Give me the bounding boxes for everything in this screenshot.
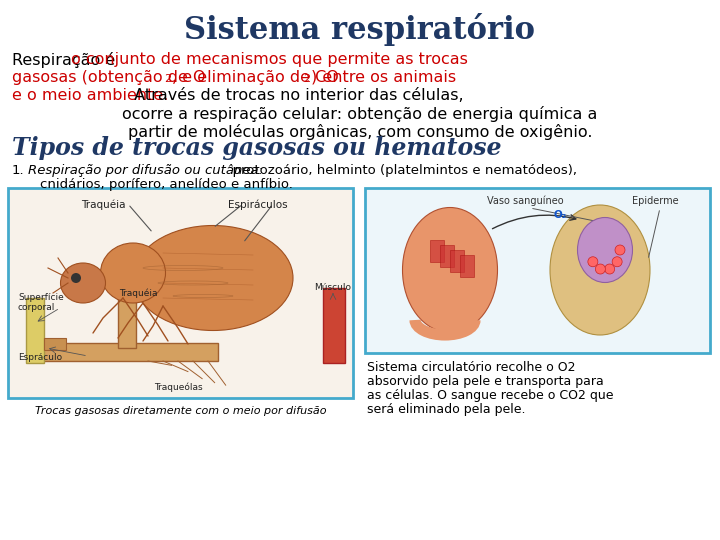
Ellipse shape (402, 207, 498, 333)
Text: Através de trocas no interior das células,: Através de trocas no interior das célula… (129, 88, 464, 103)
Ellipse shape (577, 218, 632, 282)
Text: Traqueólas: Traqueólas (153, 383, 202, 393)
Text: Traquéia: Traquéia (81, 200, 125, 211)
Circle shape (595, 264, 606, 274)
Bar (118, 293, 136, 348)
Text: Superfície
corporal: Superfície corporal (18, 293, 64, 313)
Text: Tipos de trocas gasosas ou hematose: Tipos de trocas gasosas ou hematose (12, 136, 502, 160)
Ellipse shape (133, 226, 293, 330)
Circle shape (588, 256, 598, 267)
Text: Trocas gasosas diretamente com o meio por difusão: Trocas gasosas diretamente com o meio po… (35, 406, 326, 416)
Text: 1.: 1. (12, 164, 24, 177)
Text: Espiráculos: Espiráculos (228, 200, 288, 211)
Text: 2: 2 (164, 74, 171, 84)
Bar (323, 288, 345, 363)
Text: Espráculo: Espráculo (18, 353, 62, 362)
Text: , e eliminação de CO: , e eliminação de CO (172, 70, 338, 85)
Text: Epiderme: Epiderme (631, 196, 678, 206)
Bar (365, 188, 710, 353)
Circle shape (71, 273, 81, 283)
Text: as células. O sangue recebe o CO2 que: as células. O sangue recebe o CO2 que (367, 389, 613, 402)
Circle shape (605, 264, 615, 274)
Text: Músculo: Músculo (315, 283, 351, 292)
Bar (430, 240, 444, 262)
Text: cnidários, porífero, anelídeo e anfíbio.: cnidários, porífero, anelídeo e anfíbio. (40, 178, 293, 191)
Ellipse shape (60, 263, 106, 303)
Text: e o meio ambiente.: e o meio ambiente. (12, 88, 168, 103)
Circle shape (612, 256, 622, 267)
Text: Traquéia: Traquéia (119, 288, 157, 298)
Text: protozoário, helminto (platelmintos e nematódeos),: protozoário, helminto (platelmintos e ne… (224, 164, 577, 177)
Text: será eliminado pela pele.: será eliminado pela pele. (367, 403, 526, 416)
Text: Respiração é: Respiração é (12, 52, 120, 68)
Bar (8, 188, 353, 398)
Bar (460, 255, 474, 277)
Text: CO₂: CO₂ (610, 255, 631, 265)
Text: Sistema circulatório recolhe o O2: Sistema circulatório recolhe o O2 (367, 361, 575, 374)
Bar (440, 245, 454, 267)
Text: o conjunto de mecanismos que permite as trocas: o conjunto de mecanismos que permite as … (71, 52, 468, 67)
Ellipse shape (101, 243, 166, 303)
Text: gasosas (obtenção de O: gasosas (obtenção de O (12, 70, 205, 85)
Bar (44, 338, 66, 350)
Text: Respiração por difusão ou cutânea:: Respiração por difusão ou cutânea: (28, 164, 263, 177)
Text: O₂: O₂ (554, 210, 567, 220)
Text: ) entre os animais: ) entre os animais (311, 70, 456, 85)
Text: absorvido pela pele e transporta para: absorvido pela pele e transporta para (367, 375, 604, 388)
Text: Vaso sanguíneo: Vaso sanguíneo (487, 196, 563, 206)
Bar (38, 343, 218, 361)
Text: partir de moléculas orgânicas, com consumo de oxigênio.: partir de moléculas orgânicas, com consu… (127, 124, 593, 140)
Bar (450, 250, 464, 272)
Ellipse shape (550, 205, 650, 335)
Circle shape (615, 245, 625, 255)
Text: Sistema respiratório: Sistema respiratório (184, 14, 536, 46)
Text: ocorre a respiração celular: obtenção de energia química a: ocorre a respiração celular: obtenção de… (122, 106, 598, 122)
Text: 2: 2 (303, 74, 310, 84)
Bar (26, 298, 44, 363)
